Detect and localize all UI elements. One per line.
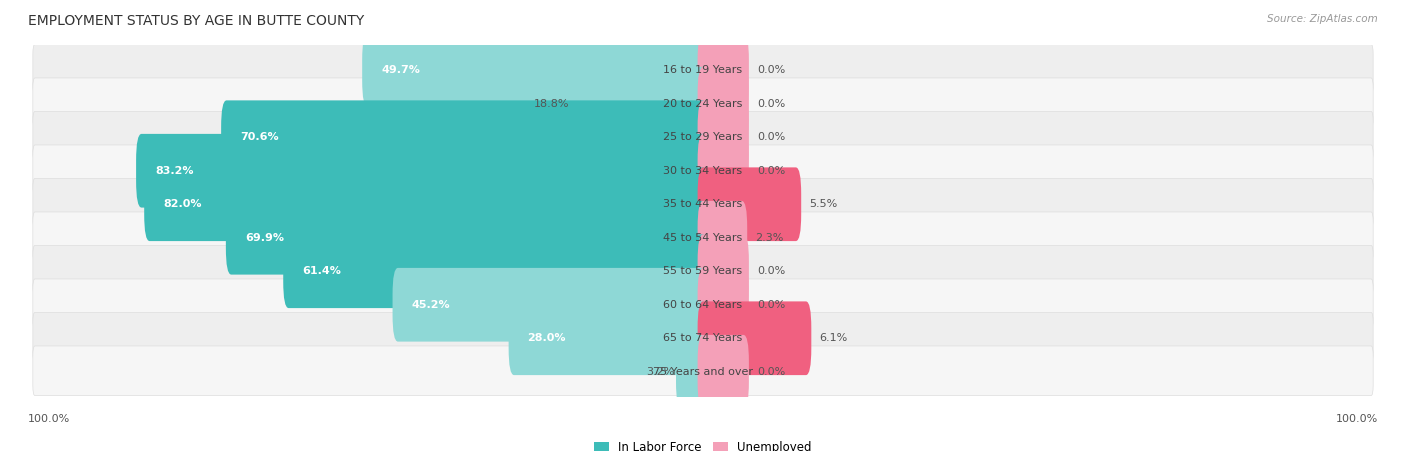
Text: 0.0%: 0.0% xyxy=(756,132,785,142)
FancyBboxPatch shape xyxy=(363,33,709,107)
Text: 83.2%: 83.2% xyxy=(155,166,194,176)
FancyBboxPatch shape xyxy=(32,179,1374,228)
FancyBboxPatch shape xyxy=(32,45,1374,94)
Text: 2.3%: 2.3% xyxy=(755,233,783,243)
Text: 45 to 54 Years: 45 to 54 Years xyxy=(657,233,749,243)
FancyBboxPatch shape xyxy=(697,134,749,207)
Text: 100.0%: 100.0% xyxy=(1336,414,1378,424)
Text: 65 to 74 Years: 65 to 74 Years xyxy=(657,333,749,343)
Text: 45.2%: 45.2% xyxy=(412,300,450,310)
FancyBboxPatch shape xyxy=(145,167,709,241)
Text: 60 to 64 Years: 60 to 64 Years xyxy=(657,300,749,310)
FancyBboxPatch shape xyxy=(697,201,747,275)
FancyBboxPatch shape xyxy=(509,301,709,375)
Text: 35 to 44 Years: 35 to 44 Years xyxy=(657,199,749,209)
Text: 0.0%: 0.0% xyxy=(756,300,785,310)
FancyBboxPatch shape xyxy=(392,268,709,341)
Text: 5.5%: 5.5% xyxy=(810,199,838,209)
Text: 0.0%: 0.0% xyxy=(756,367,785,377)
FancyBboxPatch shape xyxy=(697,235,749,308)
FancyBboxPatch shape xyxy=(697,335,749,409)
FancyBboxPatch shape xyxy=(136,134,709,207)
Text: 16 to 19 Years: 16 to 19 Years xyxy=(657,65,749,75)
FancyBboxPatch shape xyxy=(697,167,801,241)
Text: 0.0%: 0.0% xyxy=(756,166,785,176)
Text: 69.9%: 69.9% xyxy=(245,233,284,243)
FancyBboxPatch shape xyxy=(676,335,709,409)
FancyBboxPatch shape xyxy=(697,67,749,141)
Text: 3.2%: 3.2% xyxy=(647,367,675,377)
Text: 0.0%: 0.0% xyxy=(756,65,785,75)
FancyBboxPatch shape xyxy=(283,235,709,308)
FancyBboxPatch shape xyxy=(32,346,1374,396)
Text: Source: ZipAtlas.com: Source: ZipAtlas.com xyxy=(1267,14,1378,23)
Text: 82.0%: 82.0% xyxy=(163,199,201,209)
Text: 6.1%: 6.1% xyxy=(820,333,848,343)
FancyBboxPatch shape xyxy=(697,33,749,107)
FancyBboxPatch shape xyxy=(32,111,1374,161)
Text: 25 to 29 Years: 25 to 29 Years xyxy=(657,132,749,142)
FancyBboxPatch shape xyxy=(32,245,1374,295)
FancyBboxPatch shape xyxy=(571,67,709,141)
Text: 55 to 59 Years: 55 to 59 Years xyxy=(657,266,749,276)
FancyBboxPatch shape xyxy=(221,101,709,174)
Text: 75 Years and over: 75 Years and over xyxy=(645,367,761,377)
Text: 61.4%: 61.4% xyxy=(302,266,342,276)
FancyBboxPatch shape xyxy=(697,301,811,375)
Text: 70.6%: 70.6% xyxy=(240,132,278,142)
FancyBboxPatch shape xyxy=(32,313,1374,362)
FancyBboxPatch shape xyxy=(32,212,1374,262)
FancyBboxPatch shape xyxy=(32,145,1374,194)
FancyBboxPatch shape xyxy=(697,268,749,341)
Text: 20 to 24 Years: 20 to 24 Years xyxy=(657,99,749,109)
Text: 28.0%: 28.0% xyxy=(527,333,567,343)
FancyBboxPatch shape xyxy=(697,101,749,174)
Text: 49.7%: 49.7% xyxy=(381,65,420,75)
FancyBboxPatch shape xyxy=(32,78,1374,128)
Text: 0.0%: 0.0% xyxy=(756,99,785,109)
FancyBboxPatch shape xyxy=(226,201,709,275)
Text: 30 to 34 Years: 30 to 34 Years xyxy=(657,166,749,176)
FancyBboxPatch shape xyxy=(32,279,1374,328)
Text: EMPLOYMENT STATUS BY AGE IN BUTTE COUNTY: EMPLOYMENT STATUS BY AGE IN BUTTE COUNTY xyxy=(28,14,364,28)
Legend: In Labor Force, Unemployed: In Labor Force, Unemployed xyxy=(595,441,811,451)
Text: 18.8%: 18.8% xyxy=(534,99,569,109)
Text: 0.0%: 0.0% xyxy=(756,266,785,276)
Text: 100.0%: 100.0% xyxy=(28,414,70,424)
